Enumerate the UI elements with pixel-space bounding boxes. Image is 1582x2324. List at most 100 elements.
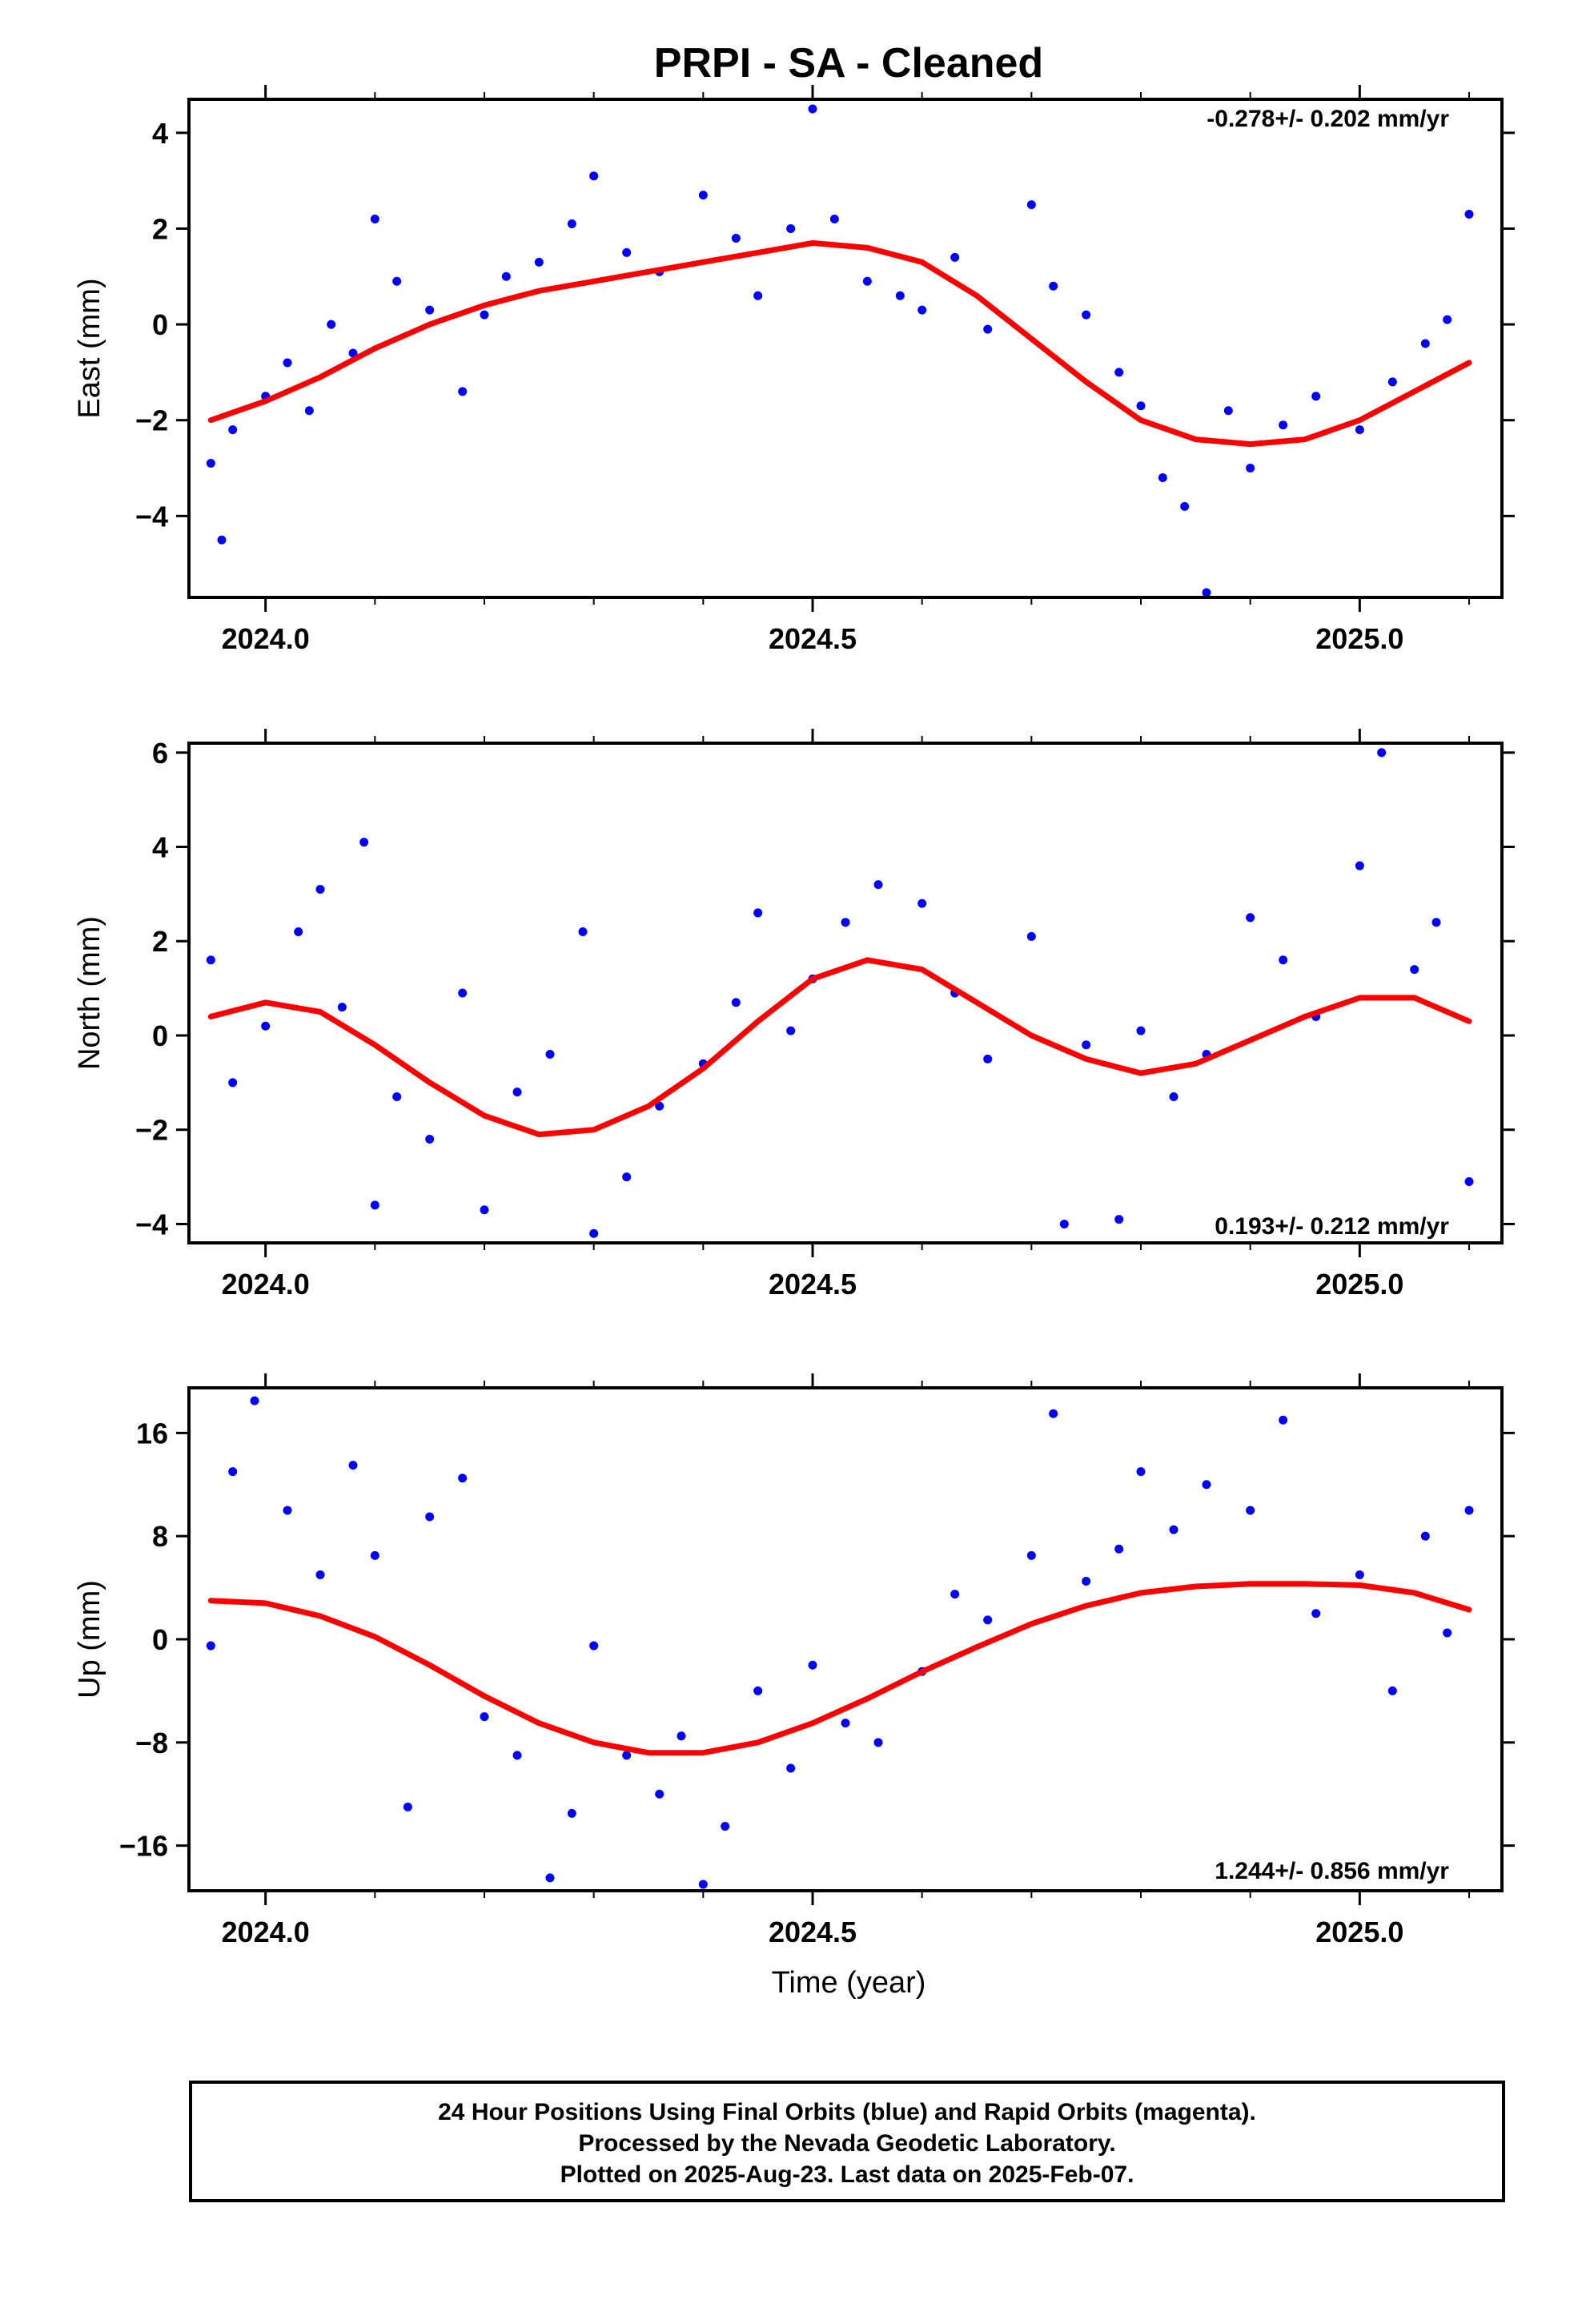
data-point: [217, 535, 227, 545]
x-tick-label: 2024.5: [769, 622, 857, 655]
data-point: [425, 1134, 435, 1144]
data-point: [1114, 368, 1124, 377]
data-point: [1464, 1506, 1474, 1515]
data-point: [1279, 1415, 1288, 1425]
data-point: [1246, 913, 1255, 923]
x-tick-label: 2024.0: [222, 1916, 310, 1948]
y-axis-label: East (mm): [73, 278, 106, 418]
rate-annotation: -0.278+/- 0.202 mm/yr: [1207, 106, 1449, 132]
data-point: [753, 908, 763, 918]
x-axis-label: Time (year): [772, 1966, 926, 2000]
data-point: [753, 291, 763, 300]
y-tick-label: 4: [152, 831, 168, 864]
data-point: [1420, 339, 1430, 348]
data-point: [370, 1200, 379, 1210]
rate-annotation: 1.244+/- 0.856 mm/yr: [1215, 1858, 1449, 1884]
data-point: [567, 219, 576, 228]
plot-frame: [187, 1386, 1504, 1892]
data-point: [1202, 1480, 1211, 1490]
data-point: [1246, 1506, 1255, 1515]
model-fit-line: [207, 239, 1472, 448]
plot-frame: [187, 742, 1504, 1244]
data-point: [403, 1802, 412, 1811]
data-point: [1082, 1040, 1091, 1050]
data-point: [206, 459, 215, 468]
data-point: [873, 1738, 883, 1747]
data-point: [425, 305, 435, 315]
data-point: [917, 899, 927, 908]
data-point: [1026, 200, 1036, 210]
data-point: [1420, 1531, 1430, 1541]
y-tick-label: 16: [136, 1417, 168, 1449]
y-tick-label: 2: [152, 925, 168, 958]
y-tick-label: 0: [152, 308, 168, 341]
data-point: [545, 1873, 555, 1883]
data-point: [283, 1506, 292, 1515]
data-point: [622, 1751, 632, 1760]
data-point: [370, 1550, 379, 1560]
data-point: [1443, 315, 1452, 324]
data-point: [1311, 1609, 1321, 1618]
data-point: [1158, 472, 1167, 482]
data-point: [1202, 588, 1211, 597]
data-point: [228, 425, 238, 435]
data-point: [1377, 748, 1387, 758]
data-point: [589, 171, 599, 181]
data-point: [1279, 420, 1288, 430]
data-point: [983, 1615, 993, 1625]
y-tick-label: 0: [152, 1019, 168, 1052]
data-point: [1180, 501, 1190, 511]
data-point: [1443, 1628, 1452, 1638]
data-point: [512, 1088, 522, 1097]
data-point: [1279, 955, 1288, 965]
data-point: [1026, 1550, 1036, 1560]
data-point: [1136, 1026, 1146, 1035]
data-point: [348, 1461, 358, 1470]
x-tick-label: 2025.0: [1315, 1916, 1403, 1948]
data-point: [917, 305, 927, 315]
data-point: [786, 223, 796, 233]
data-point: [206, 1641, 215, 1651]
footer-line-1: 24 Hour Positions Using Final Orbits (bl…: [438, 2099, 1256, 2125]
data-point: [501, 271, 511, 281]
model-fit-line: [207, 957, 1472, 1138]
data-point: [206, 955, 215, 965]
model-fit-line: [207, 1581, 1472, 1756]
data-point: [1355, 425, 1364, 435]
y-tick-label: −2: [135, 404, 168, 437]
data-point: [655, 1101, 665, 1111]
x-tick-label: 2025.0: [1315, 622, 1403, 655]
data-point: [1311, 392, 1321, 401]
data-point: [1246, 464, 1255, 473]
data-point: [622, 1172, 632, 1182]
y-tick-label: −8: [135, 1727, 168, 1759]
data-point: [337, 1003, 347, 1012]
data-point: [1082, 1577, 1091, 1586]
data-point: [327, 320, 336, 329]
data-point: [480, 1205, 489, 1215]
data-point: [895, 291, 905, 300]
data-point: [304, 406, 314, 416]
rate-annotation: 0.193+/- 0.212 mm/yr: [1215, 1213, 1449, 1240]
y-axis-label: Up (mm): [73, 1580, 106, 1699]
data-point: [1355, 1570, 1364, 1579]
y-tick-label: −16: [119, 1830, 168, 1863]
data-point: [1059, 1219, 1069, 1228]
data-point: [1169, 1525, 1178, 1534]
data-point: [458, 387, 468, 396]
y-tick-label: 0: [152, 1623, 168, 1656]
data-point: [698, 191, 708, 200]
data-point: [392, 276, 402, 286]
x-tick-label: 2024.0: [222, 1268, 310, 1301]
data-point: [808, 1660, 817, 1670]
up-panel: −16 −8 0 8 16 2024.0 2024.5 2025.0 Up (mm) 1.244+…: [73, 1373, 1515, 1948]
east-panel: −4 −2 0 2 4 2024.0 2024.5 2025.0 East (mm) -0.278…: [73, 85, 1515, 655]
data-point: [480, 1712, 489, 1722]
data-point: [786, 1763, 796, 1773]
data-point: [1026, 931, 1036, 941]
y-tick-label: 6: [152, 737, 168, 770]
x-tick-label: 2025.0: [1315, 1268, 1403, 1301]
data-point: [1114, 1215, 1124, 1224]
data-point: [829, 215, 839, 224]
